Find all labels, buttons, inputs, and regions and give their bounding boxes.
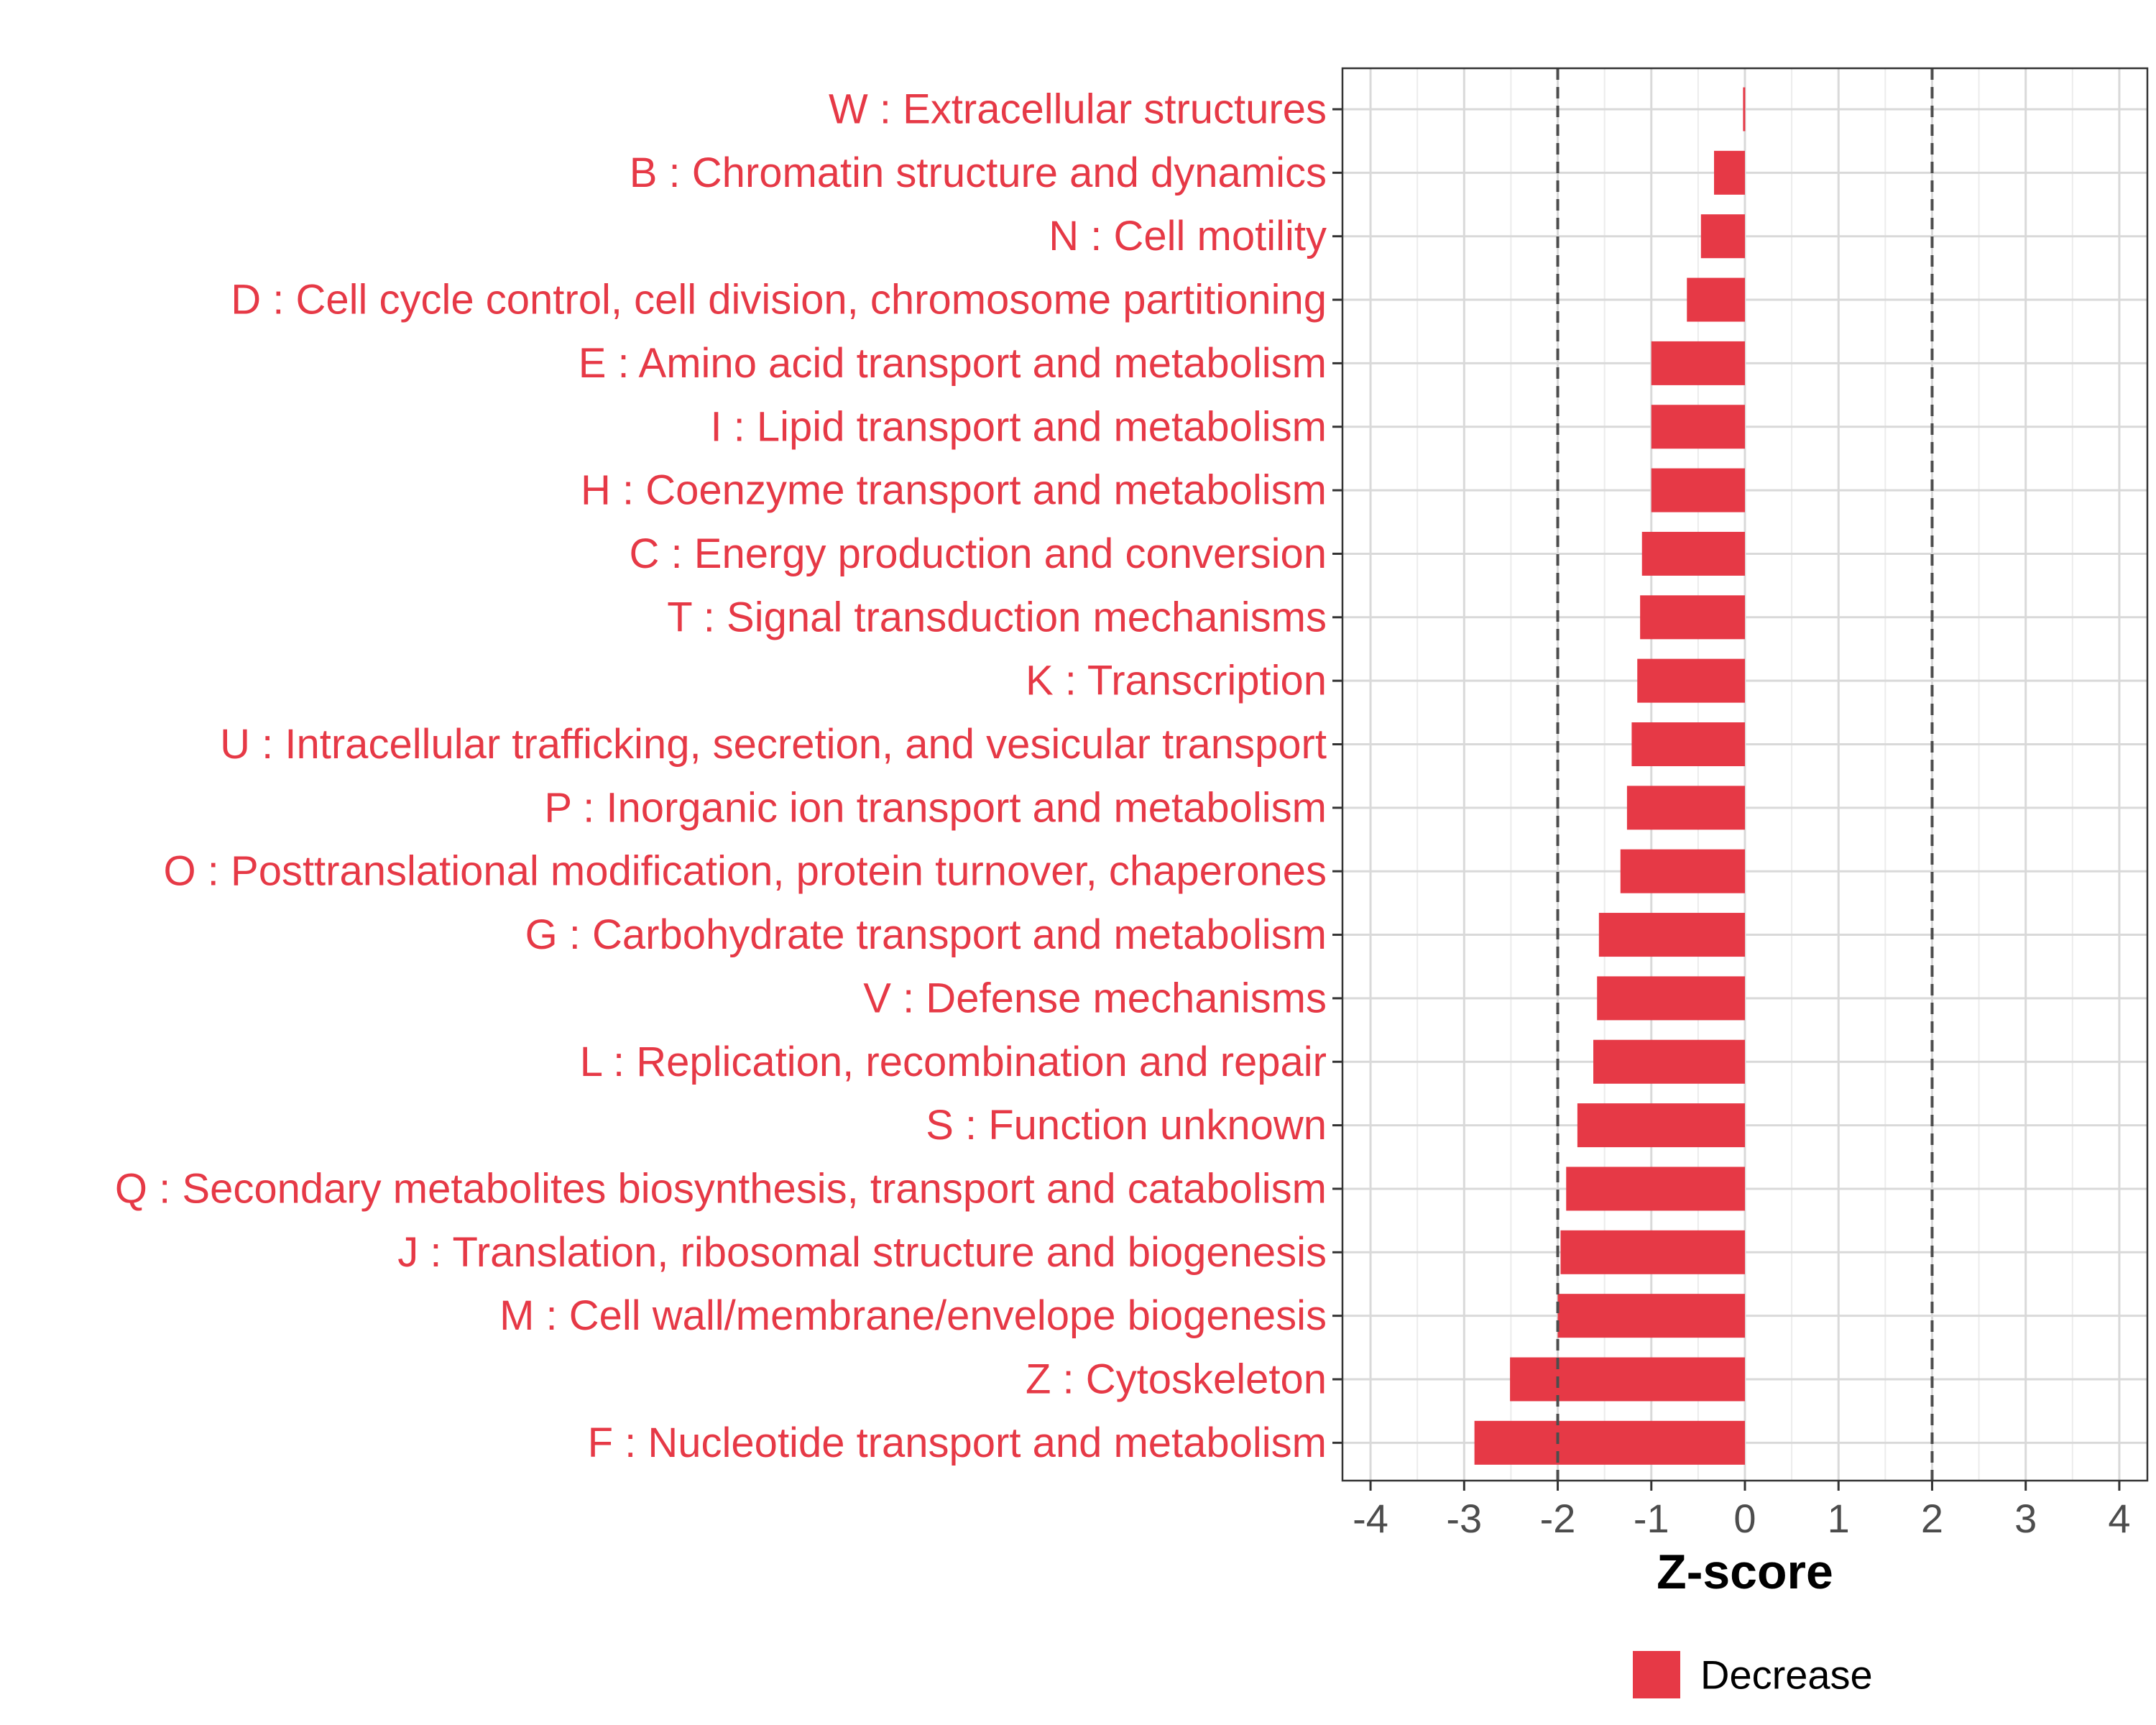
legend: Decrease — [1633, 1651, 1873, 1698]
x-tick-label: -3 — [1446, 1496, 1482, 1541]
category-label: N : Cell motility — [1049, 213, 1327, 259]
y-axis-ticks — [1332, 108, 1342, 1444]
bar — [1620, 849, 1745, 893]
bar — [1474, 1420, 1745, 1465]
bar — [1593, 1039, 1745, 1084]
category-label: B : Chromatin structure and dynamics — [630, 150, 1327, 196]
category-label: S : Function unknown — [926, 1102, 1327, 1149]
bar — [1557, 1294, 1745, 1338]
category-label: L : Replication, recombination and repai… — [580, 1039, 1327, 1085]
legend-swatch-decrease — [1633, 1651, 1680, 1698]
category-label: Q : Secondary metabolites biosynthesis, … — [115, 1165, 1327, 1212]
bar — [1700, 214, 1745, 259]
bar — [1626, 786, 1745, 830]
x-tick-label: -1 — [1634, 1496, 1669, 1541]
legend-label-decrease: Decrease — [1700, 1652, 1873, 1698]
bar — [1637, 658, 1745, 703]
bar — [1598, 913, 1745, 957]
bar — [1651, 468, 1745, 512]
bar — [1631, 722, 1745, 766]
x-tick-label: 0 — [1733, 1496, 1756, 1541]
category-label: K : Transcription — [1026, 658, 1327, 704]
category-label: W : Extracellular structures — [829, 86, 1327, 133]
category-label: E : Amino acid transport and metabolism — [579, 340, 1327, 387]
bar-layer — [1474, 87, 1746, 1465]
x-axis-title: Z-score — [1657, 1545, 1833, 1599]
category-label: Z : Cytoskeleton — [1026, 1356, 1327, 1403]
bar — [1651, 341, 1745, 385]
x-tick-label: 1 — [1828, 1496, 1850, 1541]
reference-lines — [1556, 68, 1934, 1481]
bar — [1510, 1357, 1745, 1402]
category-label: V : Defense mechanisms — [863, 975, 1327, 1021]
x-tick-label: 3 — [2014, 1496, 2037, 1541]
category-label: D : Cell cycle control, cell division, c… — [231, 277, 1327, 323]
bar — [1597, 976, 1745, 1021]
bar — [1641, 531, 1745, 576]
category-label: F : Nucleotide transport and metabolism — [588, 1420, 1327, 1466]
category-label: U : Intracellular trafficking, secretion… — [220, 721, 1327, 768]
x-tick-label: -2 — [1540, 1496, 1576, 1541]
bar — [1577, 1103, 1745, 1148]
x-axis-ticks — [1369, 1481, 2121, 1491]
bar — [1714, 150, 1745, 195]
category-label: O : Posttranslational modification, prot… — [164, 848, 1327, 895]
category-label: G : Carbohydrate transport and metabolis… — [525, 911, 1327, 958]
category-label: M : Cell wall/membrane/envelope biogenes… — [499, 1292, 1327, 1339]
bar — [1743, 87, 1746, 132]
category-label: T : Signal transduction mechanisms — [667, 594, 1327, 640]
category-label: I : Lipid transport and metabolism — [710, 403, 1327, 450]
bar — [1651, 405, 1745, 449]
bar — [1687, 277, 1745, 322]
category-label: C : Energy production and conversion — [630, 530, 1327, 577]
x-tick-label: -4 — [1353, 1496, 1388, 1541]
bar — [1640, 595, 1745, 640]
bar — [1566, 1167, 1745, 1211]
x-tick-label: 4 — [2108, 1496, 2130, 1541]
category-label: J : Translation, ribosomal structure and… — [397, 1229, 1327, 1276]
category-label: H : Coenzyme transport and metabolism — [581, 467, 1327, 514]
category-label: P : Inorganic ion transport and metaboli… — [544, 784, 1327, 831]
y-axis-labels: W : Extracellular structures B : Chromati… — [115, 86, 1327, 1466]
x-axis-labels: -4 -3 -2 -1 0 1 2 3 4 — [1353, 1496, 2130, 1541]
bar — [1560, 1230, 1745, 1274]
x-tick-label: 2 — [1921, 1496, 1943, 1541]
